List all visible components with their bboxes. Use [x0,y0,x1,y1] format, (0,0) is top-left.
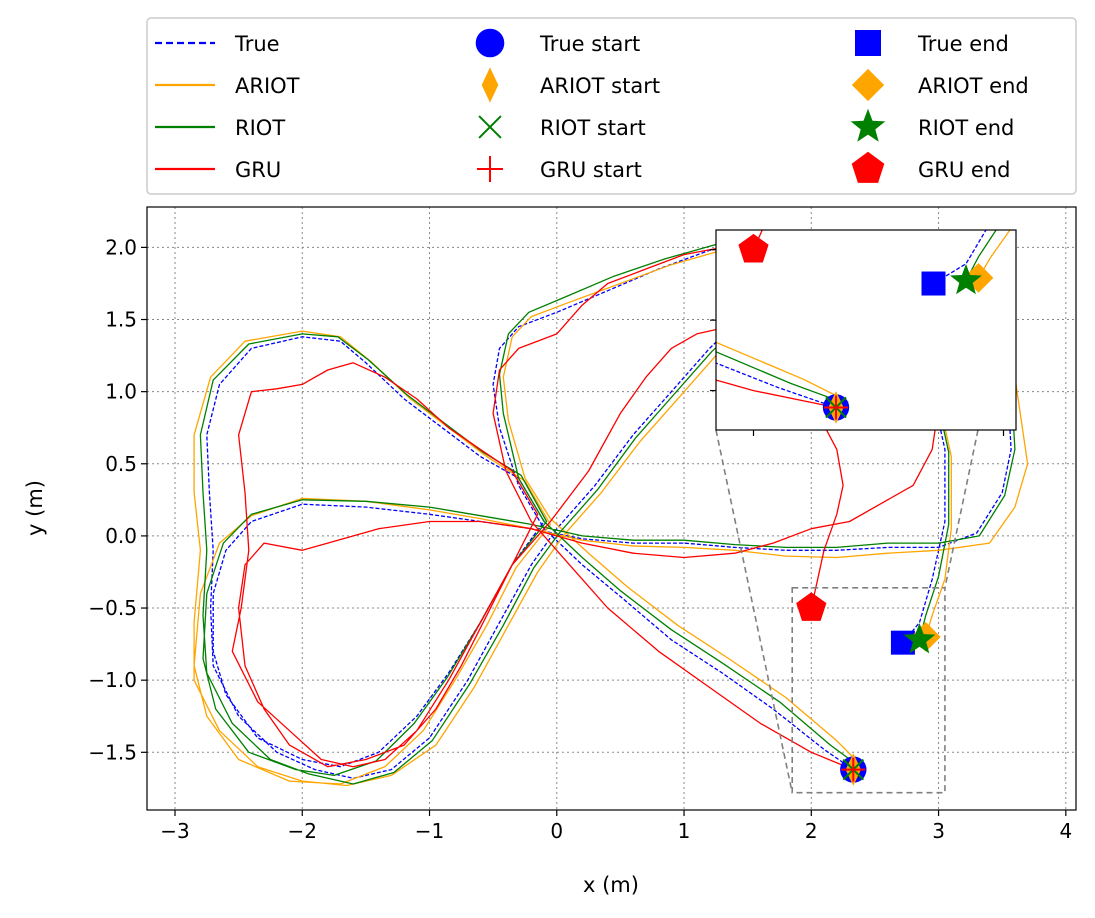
inset-ticks [710,249,1005,436]
zoom-region-box [791,587,946,794]
inset-marker-gru-end [738,233,769,263]
markers-inset [738,233,994,424]
legend-label-riot-start: RIOT start [540,116,646,140]
legend-swatch-gru-start [477,156,503,182]
x-tick-label: −2 [288,819,317,843]
y-tick-label: −1.0 [88,668,137,692]
series-line-gru [231,232,940,771]
markers-main [796,592,941,786]
legend-label-true-start: True start [539,32,640,56]
y-tick-label: 2.0 [105,235,137,259]
legend-swatch-ariot-end [851,68,885,102]
legend-label-ariot-end: ARIOT end [918,74,1029,98]
inset-marker-gru-start [824,395,848,420]
y-tick-label: 1.0 [105,380,137,404]
y-tick-label: −0.5 [88,596,137,620]
y-tick-label: 1.5 [105,308,137,332]
legend-label-ariot: ARIOT [235,74,300,98]
legend-label-gru-start: GRU start [540,158,642,182]
x-tick-label: 1 [678,819,691,843]
legend-label-riot-end: RIOT end [918,116,1014,140]
legend-items: True ARIOT RIOT GRU True start ARIOT start RIO… [155,28,1029,183]
x-tick-label: −1 [415,819,444,843]
legend-swatch-riot-end [850,108,886,142]
y-tick-label: 0.5 [105,452,137,476]
inset-marker-true-end [921,271,946,296]
x-axis-label: x (m) [583,873,639,897]
legend-label-gru: GRU [235,158,281,182]
legend-label-gru-end: GRU end [918,158,1010,182]
y-tick-label: −1.5 [88,740,137,764]
series-line-true [206,239,1012,779]
legend-label-ariot-start: ARIOT start [540,74,660,98]
legend-swatch-gru-end [851,151,885,183]
legend-swatch-true-start [475,28,505,58]
legend-label-true: True [234,32,280,56]
legend-swatch-riot-start [478,115,502,139]
x-tick-label: 0 [550,819,563,843]
legend-frame [146,17,1077,195]
legend-swatch-true-end [855,30,881,56]
marker-riot-end [903,623,936,654]
main-axes-frame [146,206,1077,811]
marker-gru-start [841,757,866,782]
y-ticks: −1.5 −1.0 −0.5 0.0 0.5 1.0 1.5 2.0 [88,235,147,764]
inset-frame [715,229,1017,431]
zoom-connector-left [715,429,793,793]
x-tick-label: −3 [160,819,189,843]
zoom-indicator [715,429,979,794]
y-axis-label: y (m) [23,480,47,536]
inset-background [716,230,1016,430]
main-axes: −3 −2 −1 0 1 2 3 4 −1.5−1.0−0.50.00.51.01.52.0 … [23,206,1077,897]
x-tick-label: 4 [1059,819,1072,843]
x-tick-label: 2 [805,819,818,843]
inset-axes [710,229,1017,436]
zoom-connector-right [944,429,979,589]
series-line-riot [199,235,1016,785]
legend: True ARIOT RIOT GRU True start ARIOT start RIO… [146,17,1077,195]
x-ticks: −3 −2 −1 0 1 2 3 4 [160,810,1072,843]
y-tick-label: 0.0 [105,524,137,548]
series-main [193,232,1029,787]
legend-label-true-end: True end [917,32,1009,56]
legend-label-riot: RIOT [235,116,285,140]
marker-gru-end [796,592,827,621]
legend-swatch-ariot-start [481,67,499,103]
inset-marker-riot-end [950,263,982,295]
series-line-ariot [193,243,1029,787]
x-tick-label: 3 [932,819,945,843]
